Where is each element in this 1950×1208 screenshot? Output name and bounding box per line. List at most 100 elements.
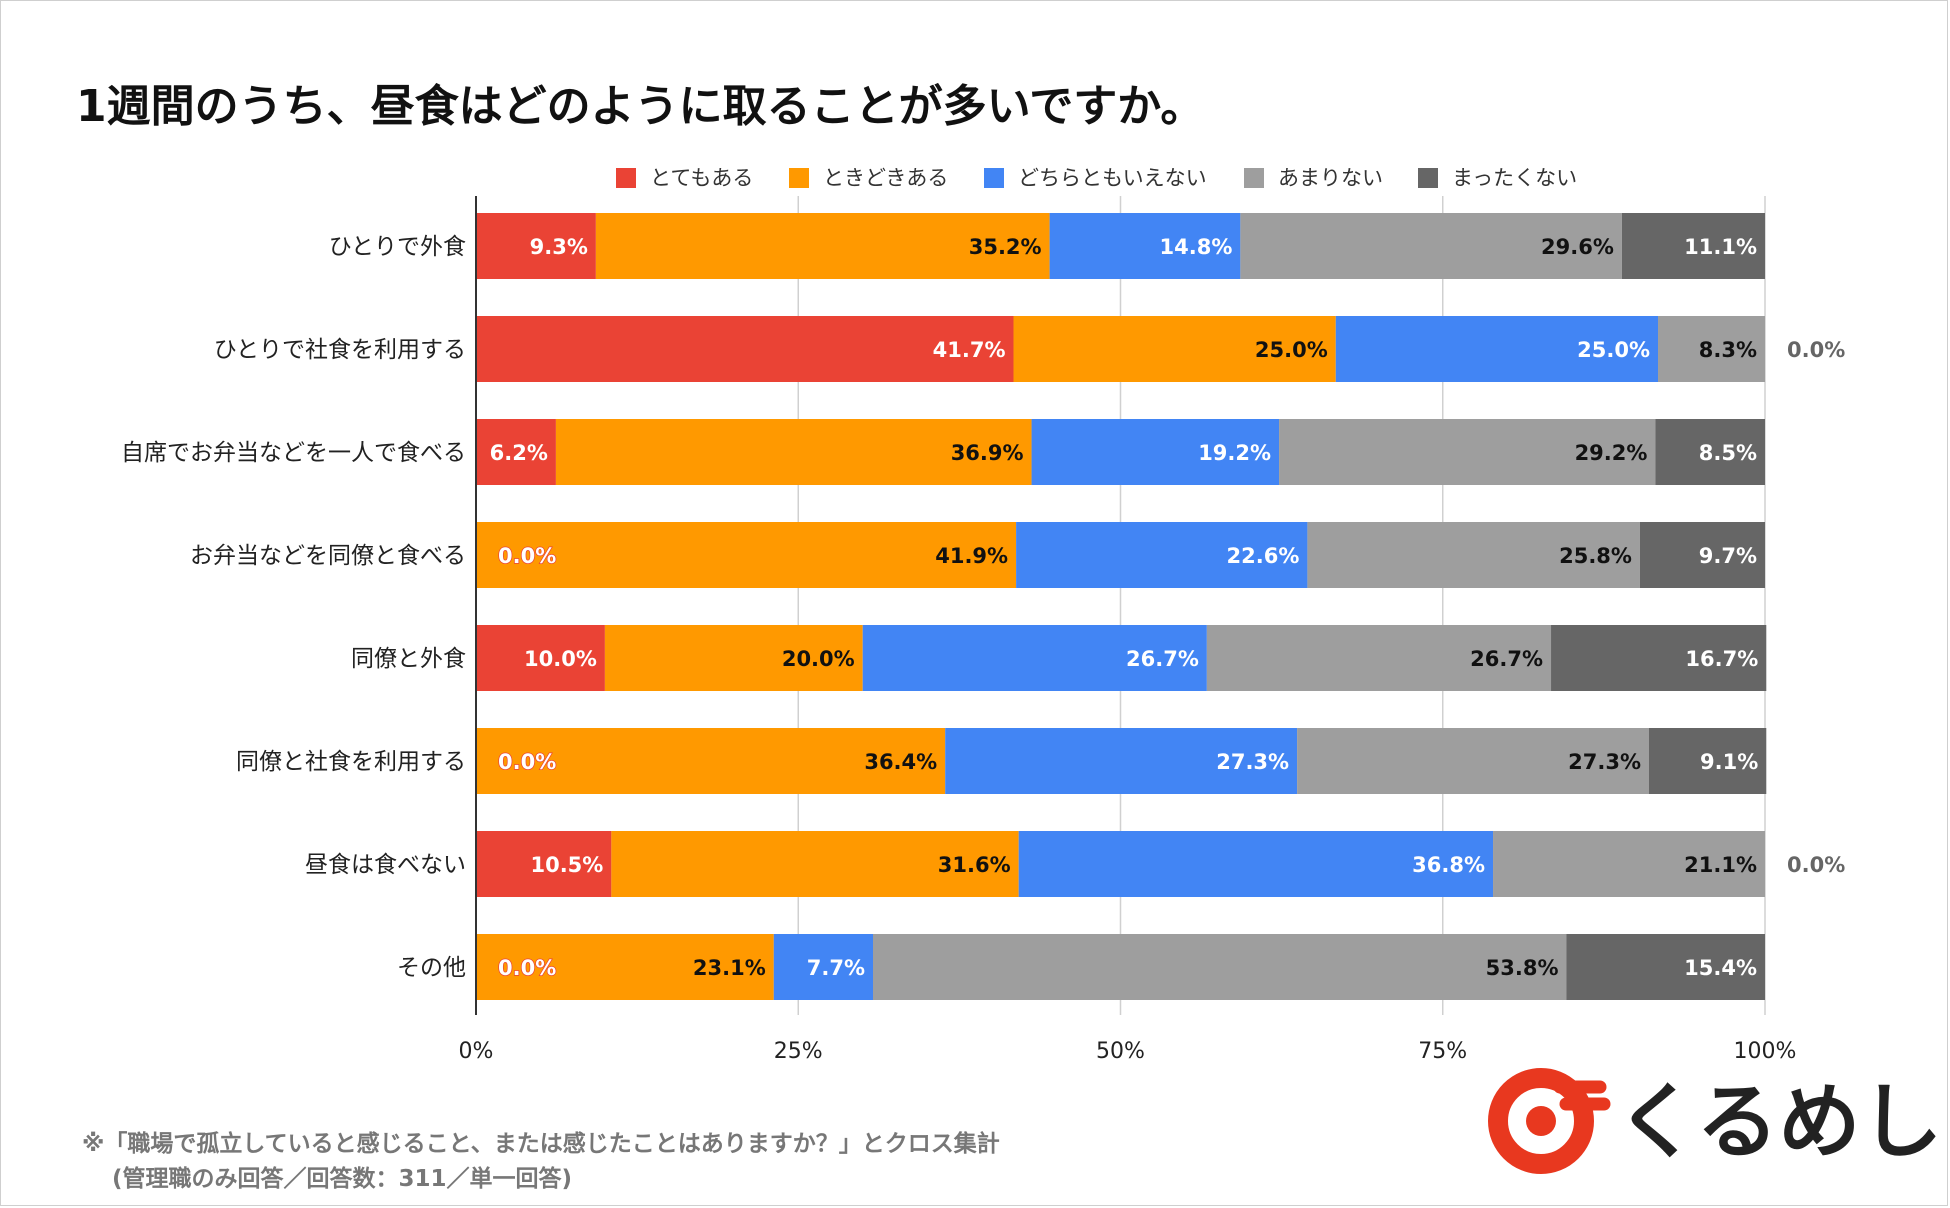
data-label-2-3: 29.2% <box>1575 441 1648 465</box>
category-label-3: お弁当などを同僚と食べる <box>190 543 466 569</box>
bar-segment-5-4 <box>1648 728 1767 794</box>
legend-label-0: とてもある <box>650 166 753 190</box>
data-label-2-4: 8.5% <box>1699 441 1757 465</box>
category-label-0: ひとりで外食 <box>329 234 466 260</box>
data-label-1-3: 8.3% <box>1699 338 1757 362</box>
x-tick-label-2: 50% <box>1096 1039 1145 1064</box>
data-label-7-4: 15.4% <box>1684 956 1757 980</box>
logo-text: くるめし <box>1616 1075 1942 1170</box>
category-labels: ひとりで外食ひとりで社食を利用する自席でお弁当などを一人で食べるお弁当などを同僚… <box>121 234 466 981</box>
data-label-6-0: 10.5% <box>530 853 603 877</box>
legend-item-0: とてもある <box>616 166 753 190</box>
data-labels: 9.3% 35.2% 14.8% 29.6% 11.1% 41.7% 25.0% 25.0% 8… <box>490 235 1846 981</box>
data-label-4-0: 10.0% <box>524 647 597 671</box>
bar-segment-2-1 <box>555 419 1032 485</box>
legend-swatch-2 <box>984 168 1004 188</box>
category-label-5: 同僚と社食を利用する <box>236 749 466 775</box>
legend: とてもある ときどきある どちらともいえない あまりない まったくない <box>616 166 1577 190</box>
x-tick-label-0: 0% <box>459 1039 494 1064</box>
bar-segment-5-3 <box>1297 728 1649 794</box>
bar-segment-3-4 <box>1639 522 1765 588</box>
legend-item-3: あまりない <box>1244 166 1383 190</box>
category-label-1: ひとりで社食を利用する <box>214 337 466 363</box>
bar-segment-4-1 <box>604 625 863 691</box>
x-tick-label-3: 75% <box>1418 1039 1467 1064</box>
data-label-0-3: 29.6% <box>1541 235 1614 259</box>
bar-segment-4-2 <box>862 625 1207 691</box>
bar-segment-2-4 <box>1655 419 1765 485</box>
data-label-5-2: 27.3% <box>1216 750 1289 774</box>
data-label-5-3: 27.3% <box>1568 750 1641 774</box>
legend-swatch-3 <box>1244 168 1264 188</box>
bar-segment-1-3 <box>1658 316 1765 382</box>
bar-segment-7-1 <box>476 934 774 1000</box>
bar-segment-2-3 <box>1279 419 1656 485</box>
data-label-0-0: 9.3% <box>530 235 588 259</box>
data-label-0-1: 35.2% <box>969 235 1042 259</box>
data-label-5-4: 9.1% <box>1700 750 1758 774</box>
data-label-3-0: 0.0% <box>498 544 556 568</box>
bar-segment-6-0 <box>476 831 612 897</box>
category-label-6: 昼食は食べない <box>305 852 466 878</box>
x-tick-label-4: 100% <box>1734 1039 1797 1064</box>
bar-segment-3-3 <box>1307 522 1640 588</box>
data-label-7-0: 0.0% <box>498 956 556 980</box>
bar-segment-3-2 <box>1016 522 1308 588</box>
legend-label-1: ときどきある <box>823 166 948 190</box>
bar-segment-0-4 <box>1621 213 1765 279</box>
bar-segment-7-3 <box>873 934 1567 1000</box>
bar-segment-1-1 <box>1013 316 1336 382</box>
x-axis-ticks: 0% 25% 50% 75% 100% <box>459 1039 1797 1064</box>
data-label-3-3: 25.8% <box>1559 544 1632 568</box>
bar-segment-0-1 <box>595 213 1050 279</box>
bar-segment-2-2 <box>1031 419 1280 485</box>
bar-segment-4-3 <box>1206 625 1552 691</box>
bar-segment-4-4 <box>1551 625 1767 691</box>
logo: くるめし <box>1488 1068 1942 1174</box>
data-label-3-4: 9.7% <box>1699 544 1757 568</box>
data-label-1-2: 25.0% <box>1577 338 1650 362</box>
data-label-6-1: 31.6% <box>938 853 1011 877</box>
legend-swatch-0 <box>616 168 636 188</box>
bar-segment-5-1 <box>476 728 946 794</box>
data-label-2-1: 36.9% <box>951 441 1024 465</box>
data-label-0-2: 14.8% <box>1160 235 1233 259</box>
bar-segment-3-1 <box>476 522 1017 588</box>
bar-segment-6-3 <box>1493 831 1765 897</box>
data-label-0-4: 11.1% <box>1684 235 1757 259</box>
data-label-3-2: 22.6% <box>1227 544 1300 568</box>
data-label-4-2: 26.7% <box>1126 647 1199 671</box>
bar-segment-0-0 <box>476 213 596 279</box>
data-label-1-1: 25.0% <box>1255 338 1328 362</box>
legend-swatch-1 <box>789 168 809 188</box>
bar-segment-7-2 <box>773 934 874 1000</box>
data-label-2-2: 19.2% <box>1198 441 1271 465</box>
x-tick-label-1: 25% <box>774 1039 823 1064</box>
bar-segment-0-2 <box>1049 213 1241 279</box>
logo-mark-icon <box>1488 1068 1611 1174</box>
legend-item-2: どちらともいえない <box>984 166 1207 190</box>
legend-label-2: どちらともいえない <box>1018 166 1207 190</box>
bar-segment-1-2 <box>1335 316 1659 382</box>
data-label-6-2: 36.8% <box>1412 853 1485 877</box>
bar-segment-1-0 <box>476 316 1014 382</box>
chart-title: 1週間のうち、昼食はどのように取ることが多いですか。 <box>76 81 1204 132</box>
data-label-7-1: 23.1% <box>693 956 766 980</box>
data-label-7-2: 7.7% <box>807 956 865 980</box>
data-label-1-4: 0.0% <box>1787 338 1845 362</box>
footnote-line2: (管理職のみ回答／回答数：311／単一回答) <box>112 1165 572 1192</box>
data-label-5-1: 36.4% <box>864 750 937 774</box>
legend-swatch-4 <box>1418 168 1438 188</box>
data-label-6-4: 0.0% <box>1787 853 1845 877</box>
bars <box>476 213 1767 1000</box>
data-label-3-1: 41.9% <box>935 544 1008 568</box>
data-label-4-3: 26.7% <box>1470 647 1543 671</box>
data-label-4-1: 20.0% <box>782 647 855 671</box>
legend-item-4: まったくない <box>1418 166 1577 190</box>
footnote-line1: ※「職場で孤立していると感じること、または感じたことはありますか？」とクロス集計 <box>82 1130 1000 1157</box>
category-label-2: 自席でお弁当などを一人で食べる <box>121 440 466 466</box>
bar-segment-6-2 <box>1018 831 1494 897</box>
data-label-6-3: 21.1% <box>1684 853 1757 877</box>
